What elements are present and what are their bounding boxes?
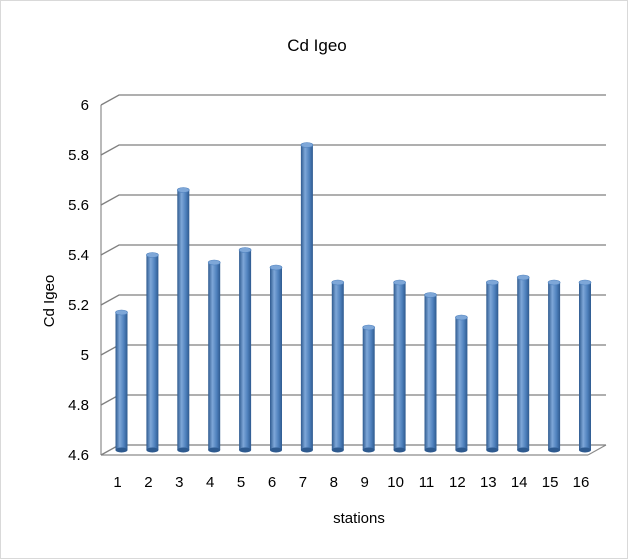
bar	[424, 292, 437, 453]
x-tick-label: 15	[542, 474, 559, 491]
x-tick-label: 16	[573, 474, 590, 491]
x-axis-label: stations	[333, 510, 385, 527]
bar	[177, 187, 190, 453]
bar	[146, 252, 159, 453]
y-tick-label: 5.4	[68, 247, 89, 264]
x-tick-label: 5	[237, 474, 245, 491]
bar	[115, 309, 128, 453]
x-tick-label: 11	[419, 474, 435, 491]
bar	[331, 279, 345, 453]
x-tick-label: 2	[144, 474, 152, 491]
y-tick-label: 6	[81, 97, 89, 114]
gridline	[100, 194, 606, 206]
y-tick-label: 5	[81, 347, 89, 364]
x-tick-label: 13	[480, 474, 497, 491]
gridline	[100, 144, 606, 156]
x-tick-label: 10	[387, 474, 404, 491]
y-axis-label: Cd Igeo	[41, 275, 58, 328]
bar	[578, 279, 592, 453]
x-tick-labels: 1 2 3 4 5 6 7 8 9 10 11 12 13 14 15 16	[113, 474, 589, 491]
y-tick-label: 5.2	[68, 297, 89, 314]
x-tick-label: 4	[206, 474, 214, 491]
gridline	[100, 444, 606, 456]
y-tick-label: 5.6	[68, 197, 89, 214]
bar	[393, 279, 406, 453]
gridline	[100, 344, 606, 356]
x-tick-label: 7	[299, 474, 307, 491]
gridline	[100, 94, 606, 106]
y-tick-label: 5.8	[68, 147, 89, 164]
bars	[115, 142, 592, 453]
x-tick-label: 6	[268, 474, 276, 491]
bar	[362, 324, 376, 453]
gridline	[100, 294, 606, 306]
bar	[516, 274, 530, 453]
gridlines	[100, 94, 606, 456]
chart-walls	[100, 105, 607, 456]
y-tick-label: 4.6	[68, 447, 89, 464]
gridline	[100, 394, 606, 406]
bar	[547, 279, 561, 453]
bar	[238, 247, 252, 453]
x-tick-label: 14	[511, 474, 528, 491]
x-tick-label: 8	[330, 474, 338, 491]
x-tick-label: 1	[113, 474, 121, 491]
bar	[485, 279, 499, 453]
chart-title: Cd Igeo	[287, 36, 347, 55]
gridline	[100, 244, 606, 256]
y-tick-label: 4.8	[68, 397, 89, 414]
y-tick-labels: 4.6 4.8 5 5.2 5.4 5.6 5.8 6	[68, 97, 89, 464]
x-tick-label: 3	[175, 474, 183, 491]
bar	[269, 264, 283, 453]
x-tick-label: 9	[361, 474, 369, 491]
x-tick-label: 12	[449, 474, 466, 491]
bar	[207, 259, 221, 453]
bar	[300, 142, 314, 453]
bar	[455, 314, 468, 453]
